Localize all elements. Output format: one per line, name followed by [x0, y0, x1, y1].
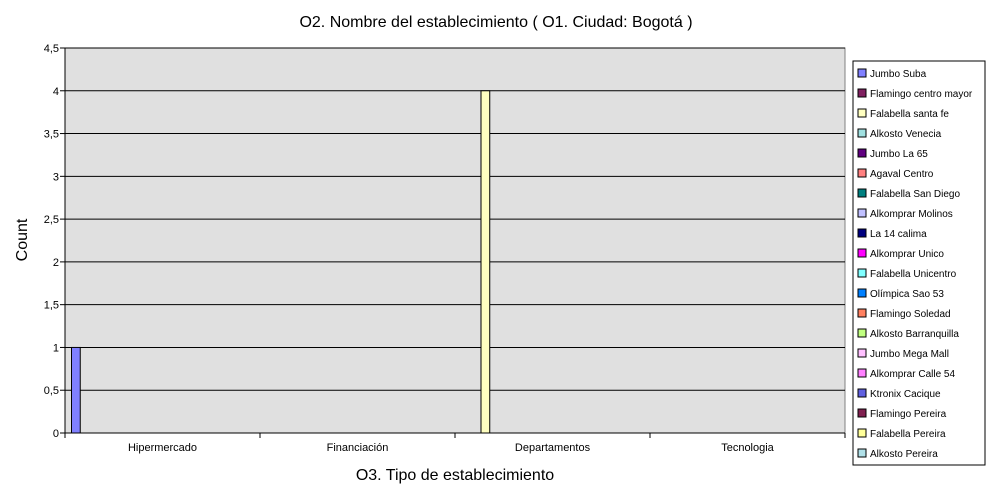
legend-label: Jumbo La 65: [870, 149, 928, 160]
legend-item: Falabella Pereira: [857, 428, 946, 440]
legend-label: Flamingo centro mayor: [870, 89, 973, 100]
legend-swatch: [857, 348, 867, 358]
legend-item: Ktronix Cacique: [857, 388, 941, 400]
legend-item: Flamingo centro mayor: [857, 88, 973, 100]
legend-label: Falabella Pereira: [870, 429, 946, 440]
legend-swatch: [857, 128, 867, 138]
legend-swatch: [857, 148, 867, 158]
legend-label: Flamingo Pereira: [870, 409, 947, 420]
x-axis-ticks: Hipermercado Financiación Departamentos Tec…: [64, 433, 846, 454]
legend-item: Alkosto Pereira: [857, 448, 938, 460]
legend-label: La 14 calima: [870, 229, 927, 240]
gridlines: [65, 47, 845, 391]
x-tick-label: Hipermercado: [128, 442, 197, 454]
legend-label: Flamingo Soledad: [870, 309, 951, 320]
legend-label: Olímpica Sao 53: [870, 289, 944, 300]
legend-item: La 14 calima: [857, 228, 927, 240]
legend-item: Olímpica Sao 53: [857, 288, 944, 300]
legend-label: Falabella santa fe: [870, 109, 949, 120]
legend-item: Jumbo La 65: [857, 148, 928, 160]
legend-label: Ktronix Cacique: [870, 389, 941, 400]
legend-item: Falabella santa fe: [857, 108, 949, 120]
legend-swatch: [857, 388, 867, 398]
legend: Jumbo Suba Flamingo centro mayor Falabella…: [852, 60, 986, 466]
legend-swatch: [857, 328, 867, 338]
legend-swatch: [857, 228, 867, 238]
bar: [480, 90, 491, 434]
legend-swatch: [857, 68, 867, 78]
legend-label: Falabella Unicentro: [870, 269, 957, 280]
legend-swatch: [857, 368, 867, 378]
y-tick-label: 0: [53, 428, 59, 440]
legend-item: Falabella Unicentro: [857, 268, 957, 280]
legend-item: Flamingo Soledad: [857, 308, 951, 320]
legend-label: Alkomprar Unico: [870, 249, 944, 260]
legend-label: Jumbo Suba: [870, 69, 927, 80]
y-tick-label: 1: [53, 342, 59, 354]
legend-item: Jumbo Suba: [857, 68, 927, 80]
y-axis-ticks: 0 0,5 1 1,5 2 2,5 3 3,5 4 4,5: [44, 43, 65, 440]
y-tick-label: 3: [53, 171, 59, 183]
legend-swatch: [857, 248, 867, 258]
legend-label: Alkosto Venecia: [870, 129, 942, 140]
legend-swatch: [857, 208, 867, 218]
legend-item: Alkosto Venecia: [857, 128, 942, 140]
bar: [71, 346, 81, 434]
legend-swatch: [857, 448, 867, 458]
legend-swatch: [857, 288, 867, 298]
legend-label: Jumbo Mega Mall: [870, 349, 949, 360]
plot-area: [64, 47, 846, 434]
y-axis-title: Count: [14, 218, 31, 261]
legend-swatch: [857, 408, 867, 418]
y-tick-label: 4,5: [44, 43, 59, 55]
legend-item: Jumbo Mega Mall: [857, 348, 949, 360]
legend-box: [852, 60, 986, 466]
y-tick-label: 4: [53, 86, 59, 98]
legend-item: Alkomprar Unico: [857, 248, 944, 260]
legend-items: Jumbo Suba Flamingo centro mayor Falabella…: [857, 68, 973, 460]
legend-swatch: [857, 88, 867, 98]
legend-item: Alkomprar Calle 54: [857, 368, 955, 380]
legend-label: Alkosto Barranquilla: [870, 329, 959, 340]
legend-swatch: [857, 188, 867, 198]
legend-label: Alkomprar Molinos: [870, 209, 953, 220]
legend-label: Alkosto Pereira: [870, 449, 938, 460]
legend-item: Alkomprar Molinos: [857, 208, 953, 220]
legend-label: Falabella San Diego: [870, 189, 960, 200]
legend-label: Alkomprar Calle 54: [870, 369, 955, 380]
y-tick-label: 1,5: [44, 300, 59, 312]
y-tick-label: 2,5: [44, 214, 59, 226]
legend-swatch: [857, 108, 867, 118]
legend-swatch: [857, 168, 867, 178]
legend-item: Alkosto Barranquilla: [857, 328, 959, 340]
legend-item: Flamingo Pereira: [857, 408, 947, 420]
legend-label: Agaval Centro: [870, 169, 934, 180]
legend-swatch: [857, 268, 867, 278]
legend-item: Falabella San Diego: [857, 188, 960, 200]
legend-item: Agaval Centro: [857, 168, 934, 180]
x-tick-label: Departamentos: [515, 442, 591, 454]
legend-swatch: [857, 308, 867, 318]
x-axis-title: O3. Tipo de establecimiento: [356, 467, 554, 484]
y-tick-label: 2: [53, 257, 59, 269]
y-tick-label: 3,5: [44, 129, 59, 141]
x-tick-label: Financiación: [327, 442, 389, 454]
legend-swatch: [857, 428, 867, 438]
x-tick-label: Tecnologia: [721, 442, 774, 454]
y-tick-label: 0,5: [44, 385, 59, 397]
chart-title: O2. Nombre del establecimiento ( O1. Ciu…: [299, 14, 692, 31]
